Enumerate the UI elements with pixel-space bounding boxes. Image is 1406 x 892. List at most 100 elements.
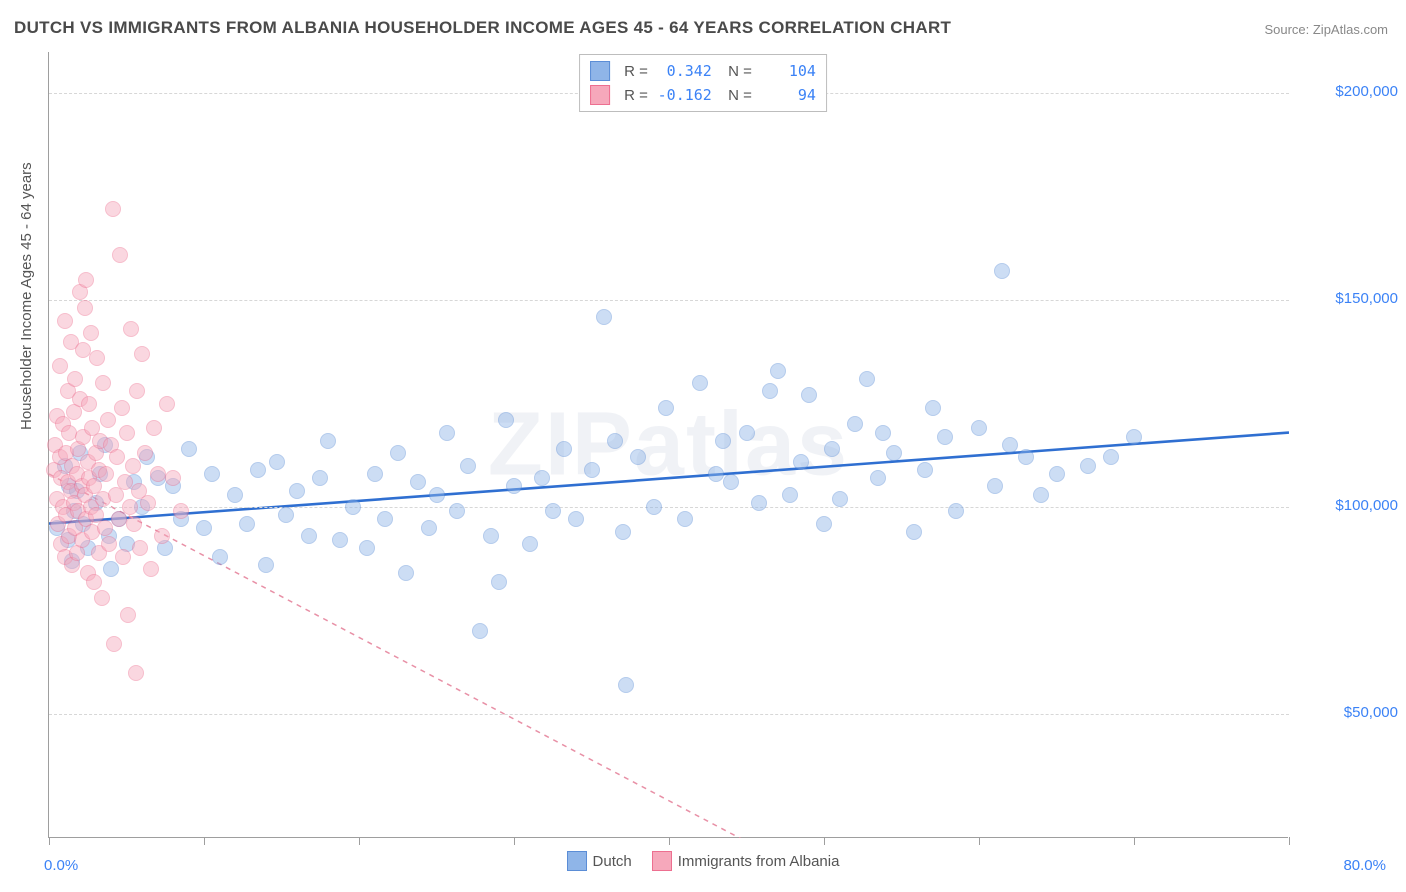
data-point xyxy=(239,516,255,532)
data-point xyxy=(793,454,809,470)
n-value: 94 xyxy=(760,86,816,104)
data-point xyxy=(125,458,141,474)
data-point xyxy=(556,441,572,457)
data-point xyxy=(421,520,437,536)
data-point xyxy=(987,478,1003,494)
data-point xyxy=(100,412,116,428)
n-label: N = xyxy=(720,63,752,80)
legend-swatch xyxy=(652,851,672,871)
data-point xyxy=(1049,466,1065,482)
data-point xyxy=(410,474,426,490)
legend-swatch xyxy=(567,851,587,871)
data-point xyxy=(1126,429,1142,445)
data-point xyxy=(390,445,406,461)
data-point xyxy=(948,503,964,519)
series-legend: Dutch Immigrants from Albania xyxy=(0,851,1406,876)
y-tick-label: $100,000 xyxy=(1298,497,1398,514)
x-tick xyxy=(669,837,670,845)
data-point xyxy=(289,483,305,499)
x-tick xyxy=(1134,837,1135,845)
data-point xyxy=(491,574,507,590)
data-point xyxy=(483,528,499,544)
data-point xyxy=(258,557,274,573)
data-point xyxy=(105,201,121,217)
data-point xyxy=(875,425,891,441)
data-point xyxy=(81,396,97,412)
data-point xyxy=(57,313,73,329)
data-point xyxy=(301,528,317,544)
correlation-row: R =-0.162 N =94 xyxy=(590,83,816,107)
data-point xyxy=(115,549,131,565)
data-point xyxy=(140,495,156,511)
data-point xyxy=(607,433,623,449)
data-point xyxy=(332,532,348,548)
data-point xyxy=(618,677,634,693)
data-point xyxy=(739,425,755,441)
r-label: R = xyxy=(624,63,648,80)
data-point xyxy=(847,416,863,432)
data-point xyxy=(832,491,848,507)
data-point xyxy=(165,470,181,486)
trend-line xyxy=(49,433,1289,524)
data-point xyxy=(439,425,455,441)
data-point xyxy=(227,487,243,503)
data-point xyxy=(126,516,142,532)
x-tick xyxy=(204,837,205,845)
data-point xyxy=(98,466,114,482)
correlation-legend: R =0.342 N =104R =-0.162 N =94 xyxy=(579,54,827,112)
data-point xyxy=(212,549,228,565)
x-tick xyxy=(979,837,980,845)
data-point xyxy=(359,540,375,556)
x-tick xyxy=(49,837,50,845)
data-point xyxy=(89,350,105,366)
data-point xyxy=(708,466,724,482)
data-point xyxy=(925,400,941,416)
data-point xyxy=(630,449,646,465)
data-point xyxy=(112,247,128,263)
legend-swatch xyxy=(590,61,610,81)
data-point xyxy=(646,499,662,515)
data-point xyxy=(111,511,127,527)
n-label: N = xyxy=(720,87,752,104)
legend-item: Dutch xyxy=(567,851,632,871)
data-point xyxy=(122,499,138,515)
data-point xyxy=(320,433,336,449)
gridline xyxy=(49,714,1289,715)
r-value: -0.162 xyxy=(656,86,712,104)
data-point xyxy=(95,375,111,391)
data-point xyxy=(886,445,902,461)
legend-swatch xyxy=(590,85,610,105)
y-tick-label: $200,000 xyxy=(1298,83,1398,100)
data-point xyxy=(906,524,922,540)
x-tick xyxy=(824,837,825,845)
data-point xyxy=(120,607,136,623)
data-point xyxy=(123,321,139,337)
plot-area: ZIPatlas $50,000$100,000$150,000$200,000 xyxy=(48,52,1288,838)
data-point xyxy=(398,565,414,581)
data-point xyxy=(723,474,739,490)
data-point xyxy=(460,458,476,474)
data-point xyxy=(498,412,514,428)
data-point xyxy=(770,363,786,379)
data-point xyxy=(1103,449,1119,465)
data-point xyxy=(86,574,102,590)
data-point xyxy=(534,470,550,486)
x-tick xyxy=(1289,837,1290,845)
data-point xyxy=(119,425,135,441)
y-tick-label: $150,000 xyxy=(1298,290,1398,307)
legend-item: Immigrants from Albania xyxy=(652,851,840,871)
chart-container: DUTCH VS IMMIGRANTS FROM ALBANIA HOUSEHO… xyxy=(0,0,1406,892)
data-point xyxy=(429,487,445,503)
data-point xyxy=(52,358,68,374)
data-point xyxy=(78,272,94,288)
data-point xyxy=(751,495,767,511)
data-point xyxy=(67,371,83,387)
data-point xyxy=(109,449,125,465)
source-attribution: Source: ZipAtlas.com xyxy=(1264,22,1388,37)
data-point xyxy=(377,511,393,527)
data-point xyxy=(870,470,886,486)
data-point xyxy=(1033,487,1049,503)
data-point xyxy=(994,263,1010,279)
data-point xyxy=(146,420,162,436)
data-point xyxy=(97,520,113,536)
